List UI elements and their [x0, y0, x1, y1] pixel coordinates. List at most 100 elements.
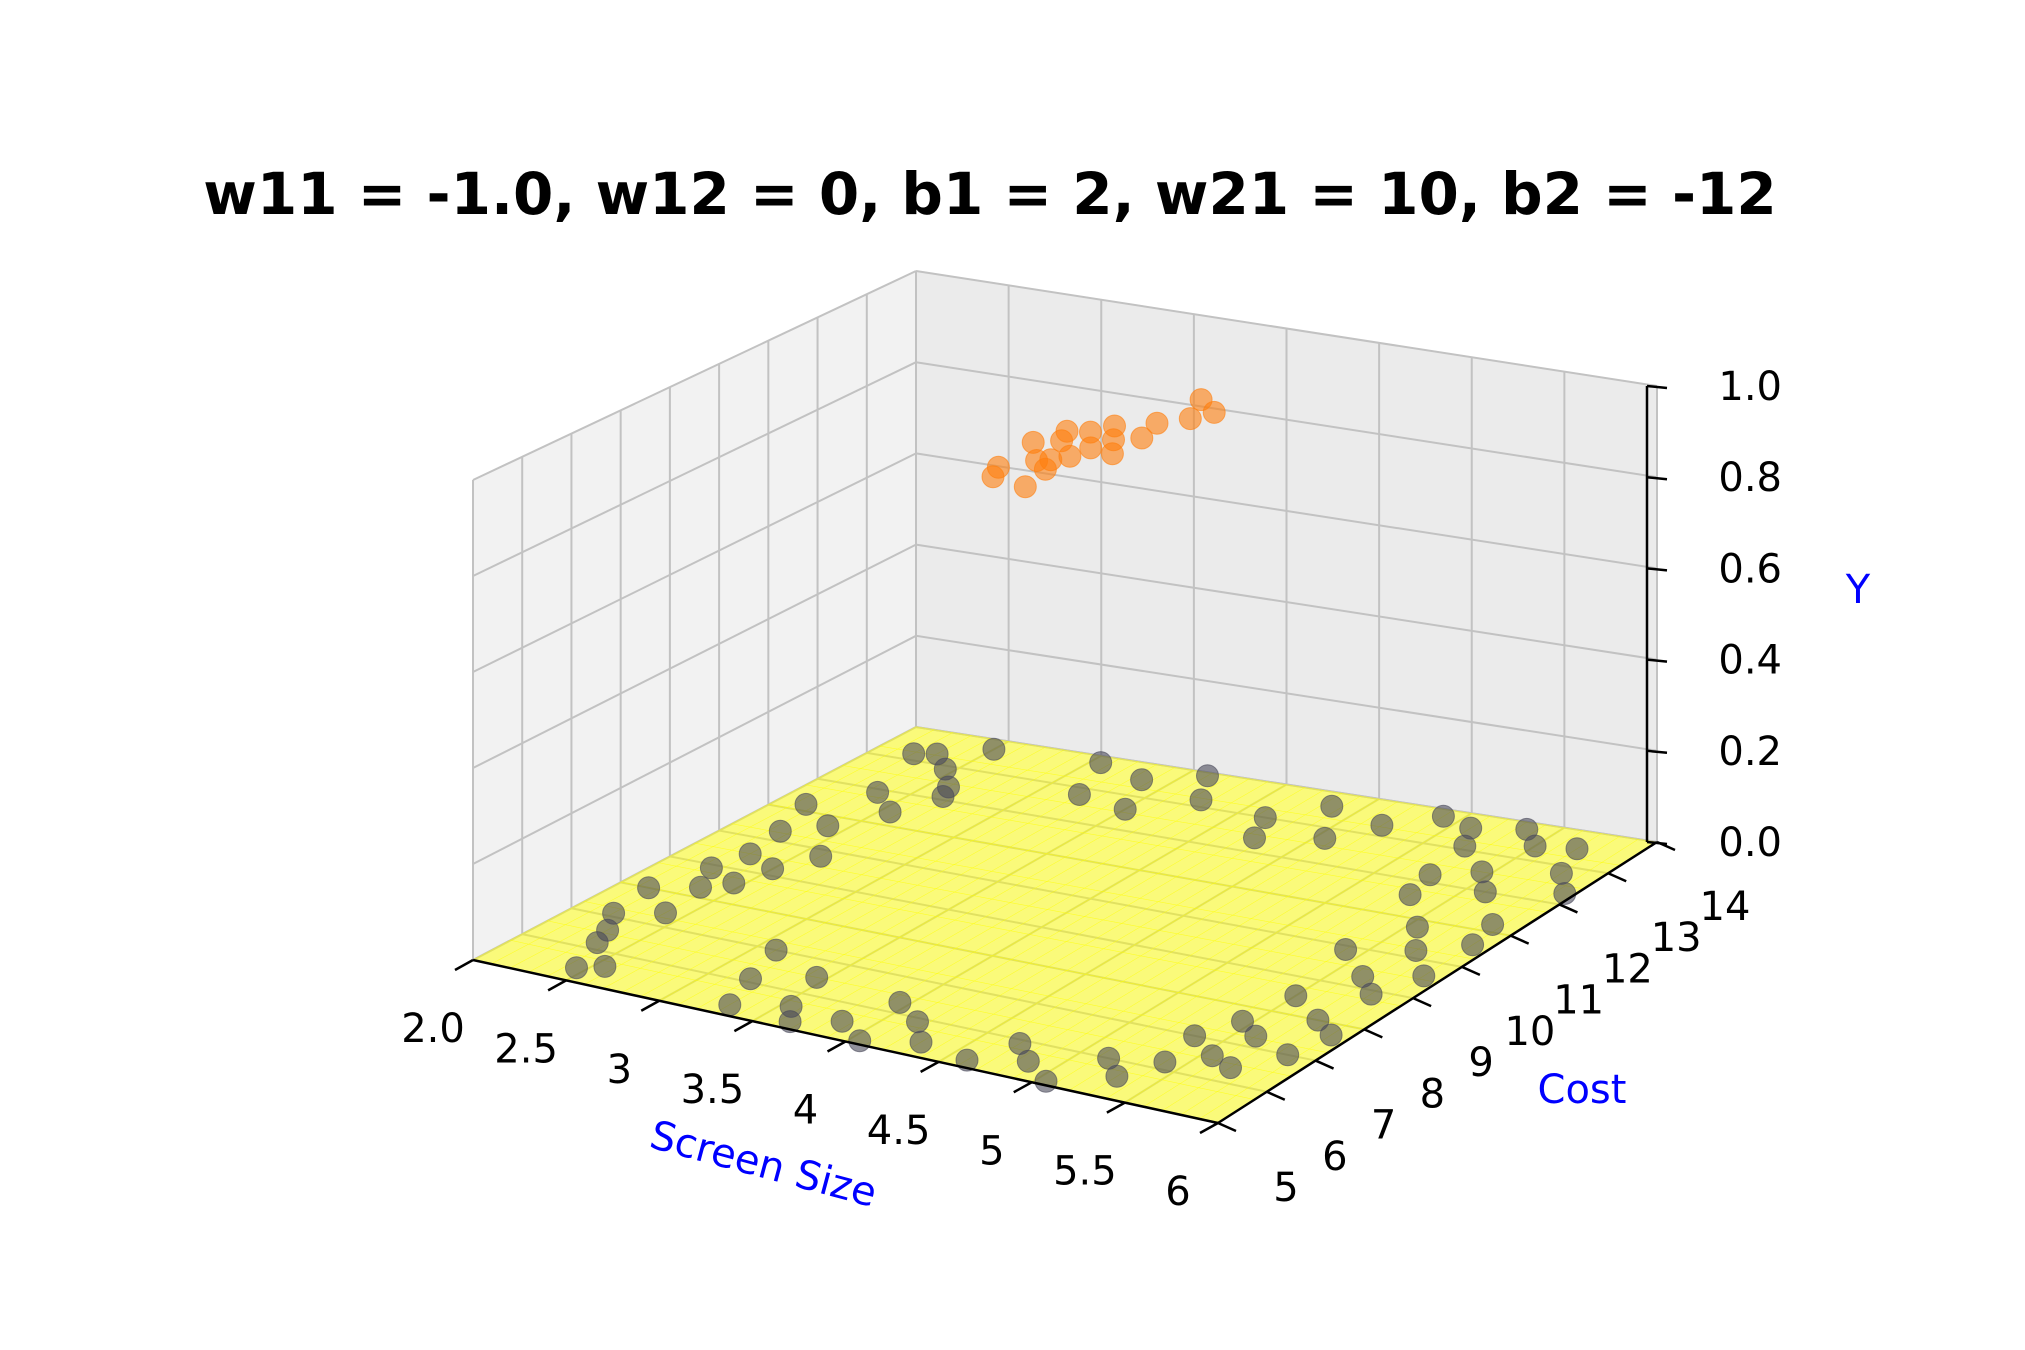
x-tick-mark [454, 958, 474, 972]
point-class-0 [1453, 834, 1477, 858]
point-class-0 [866, 780, 890, 804]
point-class-0 [902, 742, 926, 766]
x-tick-label: 2.5 [494, 1026, 558, 1072]
point-class-0 [637, 876, 661, 900]
point-class-0 [909, 1030, 933, 1054]
point-class-0 [761, 857, 785, 881]
y-tick-mark [1217, 1121, 1237, 1133]
point-class-0 [1113, 797, 1137, 821]
z-tick-label: 0.2 [1718, 729, 1782, 775]
z-tick-label: 0.6 [1718, 546, 1782, 592]
grid-line-back-z [915, 270, 1658, 387]
z-tick-label: 0.0 [1718, 820, 1782, 866]
point-class-0 [565, 956, 588, 980]
y-tick-label: 13 [1651, 915, 1702, 961]
axis-lines [454, 384, 1676, 1135]
x-tick-mark [826, 1040, 847, 1053]
x-tick-mark [1013, 1081, 1033, 1094]
y-tick-mark [1461, 965, 1481, 977]
point-class-0 [794, 792, 818, 816]
point-class-0 [830, 1009, 854, 1033]
tick-labels: 2.0 2.5 3 3.5 4 4.5 5 5.5 6 5678910111213140.00.2… [401, 364, 1782, 1215]
point-class-1 [1145, 411, 1169, 435]
point-class-0 [764, 938, 788, 962]
grid-line-left-z [472, 452, 917, 673]
point-class-0 [1565, 837, 1589, 861]
point-class-0 [1461, 933, 1485, 957]
x-tick-label: 3 [607, 1047, 632, 1093]
data-points [565, 388, 1589, 1093]
y-tick-mark [1607, 872, 1627, 883]
point-class-1 [1202, 400, 1226, 424]
x-axis-label: Screen Size [645, 1112, 881, 1217]
point-class-0 [888, 990, 912, 1014]
z-tick-mark [1646, 567, 1668, 572]
point-class-0 [1089, 751, 1113, 775]
y-axis-label: Cost [1538, 1067, 1627, 1113]
z-tick-mark [1646, 840, 1668, 846]
point-class-0 [1067, 783, 1091, 806]
point-class-0 [1549, 861, 1573, 885]
chart-title: w11 = -1.0, w12 = 0, b1 = 2, w21 = 10, b… [203, 160, 1776, 228]
point-class-0 [1244, 1024, 1268, 1048]
point-class-0 [878, 800, 902, 824]
y-tick-label: 5 [1273, 1165, 1298, 1211]
point-class-0 [593, 954, 617, 978]
grid-line-back-z [915, 634, 1658, 752]
x-tick-mark [1199, 1121, 1219, 1135]
point-class-0 [816, 814, 840, 838]
y-tick-label: 6 [1322, 1134, 1347, 1180]
point-class-0 [805, 965, 829, 989]
left-pane [473, 271, 916, 960]
grid-line-left-z [472, 634, 917, 865]
point-class-0 [1276, 1043, 1300, 1067]
point-class-0 [585, 931, 609, 955]
point-class-0 [982, 737, 1006, 761]
y-tick-label: 8 [1420, 1071, 1445, 1117]
point-class-0 [1231, 1009, 1254, 1033]
point-class-0 [1370, 813, 1394, 837]
point-class-0 [1183, 1024, 1207, 1048]
point-class-0 [689, 875, 712, 899]
y-axis-line [1217, 840, 1658, 1125]
x-tick-label: 3.5 [681, 1067, 745, 1113]
x-tick-label: 4.5 [867, 1108, 931, 1154]
x-tick-label: 4 [793, 1088, 818, 1134]
y-tick-mark [1510, 934, 1530, 945]
grid-line-left-z [472, 361, 917, 577]
point-class-0 [739, 967, 762, 991]
x-tick-mark [640, 999, 660, 1012]
point-class-0 [1405, 915, 1429, 939]
point-class-1 [1013, 475, 1037, 499]
point-class-0 [1320, 794, 1344, 818]
point-class-0 [1189, 788, 1213, 812]
grid-line-left-z [472, 543, 917, 769]
point-class-1 [1079, 436, 1103, 460]
x-tick-mark [1106, 1101, 1126, 1114]
point-class-0 [1130, 768, 1154, 792]
x-tick-mark [920, 1060, 940, 1073]
point-class-0 [1243, 826, 1266, 850]
x-tick-label: 2.0 [401, 1006, 465, 1052]
point-class-0 [1398, 883, 1422, 907]
point-class-0 [1319, 1023, 1343, 1047]
point-class-1 [981, 465, 1005, 489]
point-class-0 [722, 871, 746, 895]
point-class-1 [1130, 426, 1154, 450]
point-class-0 [1523, 834, 1547, 858]
z-tick-label: 0.8 [1718, 455, 1782, 501]
z-tick-mark [1646, 749, 1668, 755]
point-class-1 [1058, 444, 1082, 468]
grid-line-left-z [472, 270, 917, 481]
y-tick-mark [1412, 996, 1432, 1008]
y-tick-label: 7 [1371, 1103, 1396, 1149]
x-tick-label: 5 [979, 1128, 1004, 1174]
point-class-0 [1359, 982, 1383, 1006]
point-class-0 [738, 842, 762, 866]
y-tick-label: 12 [1602, 946, 1653, 992]
point-class-0 [1313, 826, 1337, 850]
point-class-0 [906, 1010, 929, 1034]
point-class-0 [1200, 1044, 1224, 1068]
point-class-0 [1481, 913, 1505, 936]
